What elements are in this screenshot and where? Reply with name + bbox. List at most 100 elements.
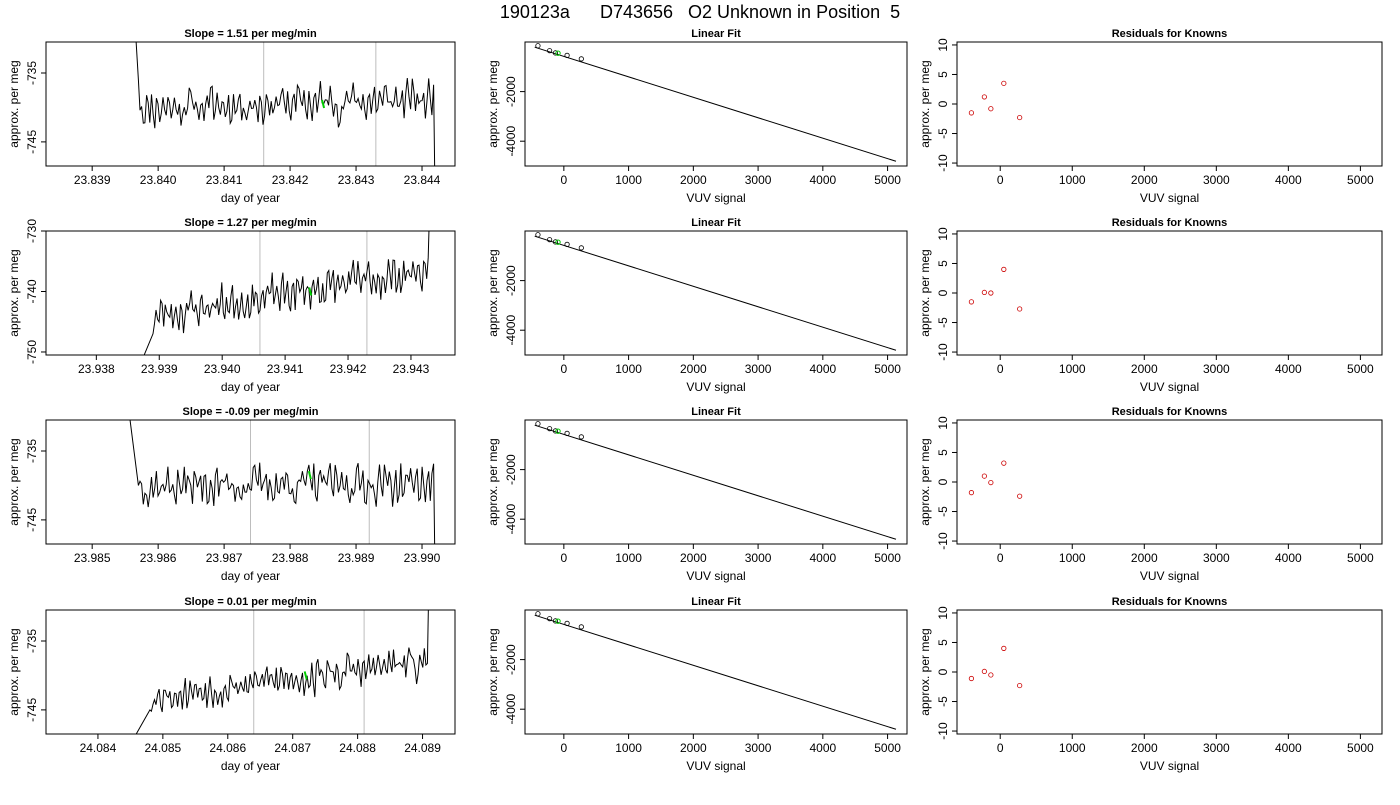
x-tick-label: 4000 (1275, 741, 1302, 755)
x-axis-label: day of year (221, 569, 280, 583)
data-point (535, 611, 541, 617)
fit-line (534, 614, 897, 730)
y-tick-label: -5 (936, 696, 950, 707)
x-axis-label: VUV signal (686, 191, 745, 205)
panel-2-2: Linear Fit VUV signal approx. per meg 0 1000… (486, 217, 908, 394)
plot-frame (45, 609, 456, 735)
x-axis-label: day of year (221, 759, 280, 773)
x-tick-label: 1000 (615, 362, 642, 376)
x-tick-label: 2000 (1131, 173, 1158, 187)
panel-1-1: Slope = 1.51 per meg/min day of year appro… (7, 28, 456, 205)
x-tick-label: 3000 (1203, 551, 1230, 565)
x-axis-label: day of year (221, 191, 280, 205)
data-point (1017, 306, 1023, 312)
unknown-point (555, 50, 561, 56)
y-tick-label: 0 (936, 668, 950, 675)
panel-title: Slope = -0.09 per meg/min (182, 406, 318, 418)
x-tick-label: 1000 (615, 173, 642, 187)
x-tick-label: 0 (561, 362, 568, 376)
x-tick-label: 23.990 (404, 551, 441, 565)
x-tick-label: 23.842 (272, 173, 309, 187)
y-tick-label: 0 (936, 289, 950, 296)
x-tick-label: 2000 (1131, 741, 1158, 755)
y-tick-label: 0 (936, 100, 950, 107)
x-tick-label: 23.839 (74, 173, 111, 187)
data-point (1001, 460, 1007, 466)
x-tick-label: 23.986 (140, 551, 177, 565)
x-tick-label: 23.942 (330, 362, 367, 376)
data-point (981, 289, 987, 296)
y-tick-label: 10 (936, 606, 950, 620)
data-point (988, 672, 994, 678)
data-point (564, 620, 570, 626)
series-line (143, 231, 430, 355)
data-point (1017, 114, 1023, 121)
x-tick-label: 24.086 (209, 741, 246, 755)
unknown-segment (308, 287, 313, 296)
x-tick-label: 24.088 (339, 741, 376, 755)
y-axis-label: approx. per meg (486, 628, 500, 715)
x-tick-label: 5000 (1347, 741, 1374, 755)
panel-3-3: Residuals for Knowns VUV signal approx. pe… (918, 406, 1383, 583)
plot-area (534, 43, 897, 162)
plot-frame (524, 419, 908, 545)
x-tick-label: 23.939 (141, 362, 178, 376)
data-point (535, 43, 541, 49)
x-axis-label: VUV signal (1140, 191, 1199, 205)
panel-title: Linear Fit (691, 28, 741, 40)
x-tick-label: 1000 (615, 551, 642, 565)
x-tick-label: 23.987 (206, 551, 243, 565)
unknown-segment (303, 671, 308, 680)
data-point (552, 428, 559, 434)
data-point (552, 618, 559, 624)
x-tick-label: 5000 (1347, 173, 1374, 187)
data-point (535, 232, 541, 238)
y-axis-label: approx. per meg (486, 438, 500, 525)
y-tick-label: -735 (25, 439, 39, 463)
plot-area (968, 460, 1023, 499)
data-point (547, 48, 553, 54)
y-axis-label: approx. per meg (918, 438, 932, 525)
y-tick-label: -750 (25, 340, 39, 364)
panel-1-3: Residuals for Knowns VUV signal approx. pe… (918, 28, 1383, 205)
x-tick-label: 5000 (874, 173, 901, 187)
figure-title: 190123a D743656 O2 Unknown in Position 5 (499, 2, 901, 22)
series-line (135, 610, 429, 734)
x-tick-label: 4000 (809, 551, 836, 565)
y-axis-label: approx. per meg (918, 628, 932, 715)
x-tick-label: 23.844 (404, 173, 441, 187)
x-axis-label: VUV signal (1140, 759, 1199, 773)
unknown-segment (307, 470, 312, 480)
x-tick-label: 2000 (1131, 551, 1158, 565)
y-tick-label: 10 (936, 416, 950, 430)
data-point (981, 473, 987, 479)
y-tick-label: -5 (936, 317, 950, 328)
data-point (547, 426, 553, 432)
y-tick-label: -5 (936, 506, 950, 517)
x-tick-label: 3000 (1203, 362, 1230, 376)
series-line (135, 42, 436, 166)
panel-title: Linear Fit (691, 406, 741, 418)
fit-line (534, 424, 897, 540)
y-tick-label: -10 (936, 722, 950, 740)
x-tick-label: 23.941 (267, 362, 304, 376)
data-point (981, 94, 987, 100)
panel-2-1: Slope = 1.27 per meg/min day of year appro… (7, 217, 456, 394)
plot-frame (524, 609, 908, 735)
plot-frame (956, 609, 1383, 735)
plot-frame (956, 419, 1383, 545)
x-tick-label: 24.089 (404, 741, 441, 755)
data-point (547, 616, 553, 622)
x-axis-label: VUV signal (686, 380, 745, 394)
data-point (988, 479, 994, 486)
plot-area (143, 231, 430, 355)
y-tick-label: 5 (936, 449, 950, 456)
data-point (578, 56, 584, 62)
x-tick-label: 2000 (680, 362, 707, 376)
plot-frame (956, 230, 1383, 356)
y-tick-label: -4000 (504, 694, 518, 725)
x-tick-label: 3000 (745, 362, 772, 376)
y-tick-label: -4000 (504, 504, 518, 535)
y-tick-label: -4000 (504, 126, 518, 157)
